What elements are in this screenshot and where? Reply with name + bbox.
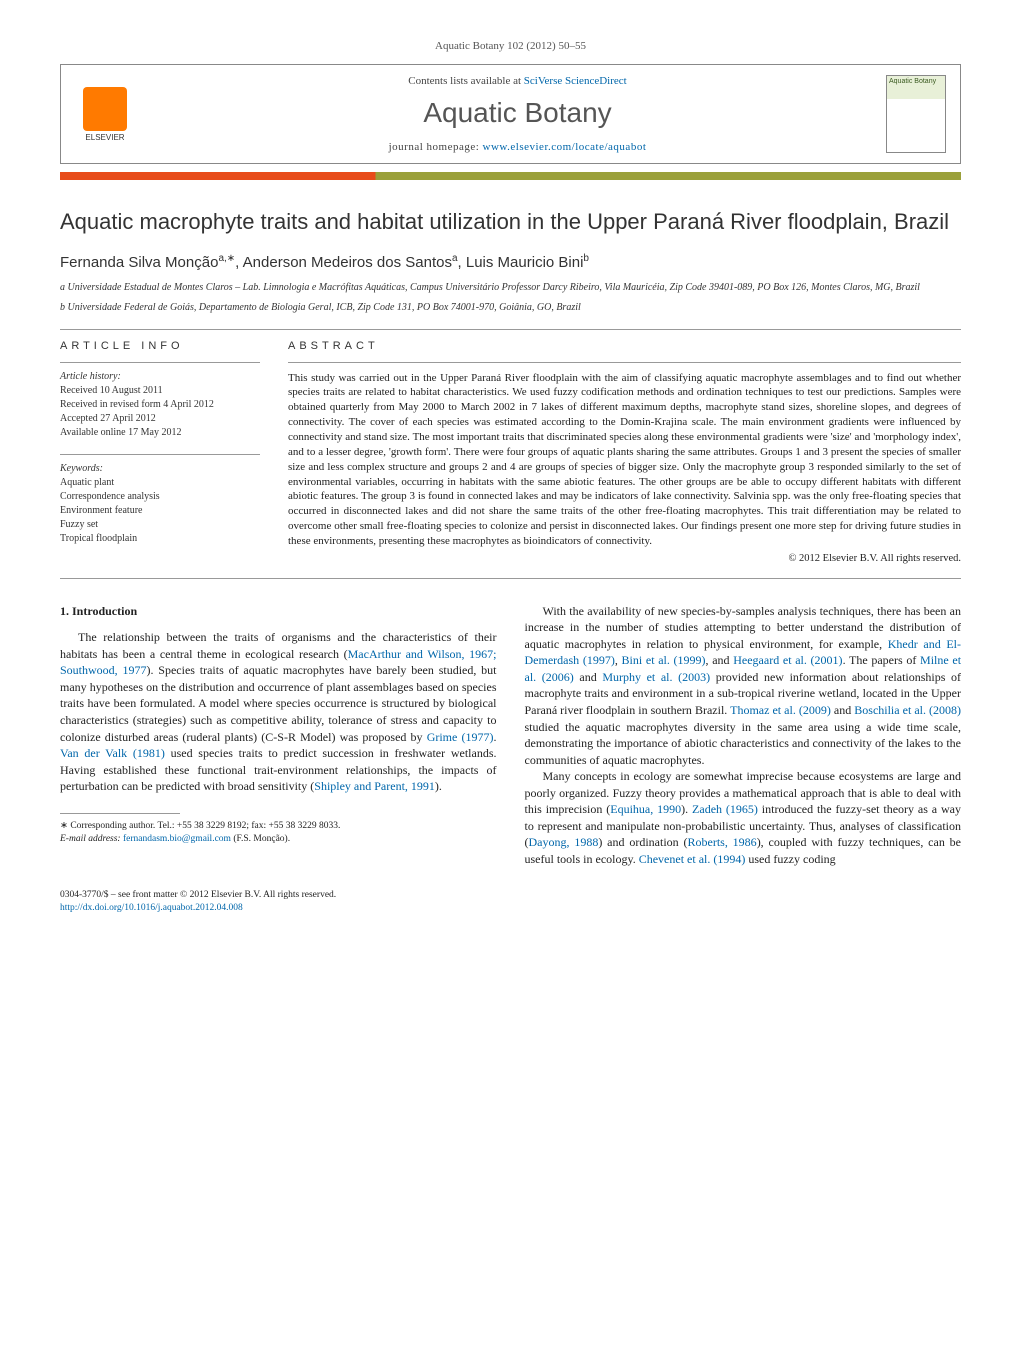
history-revised: Received in revised form 4 April 2012 [60,398,260,412]
keywords-label: Keywords: [60,463,260,474]
keyword-3: Fuzzy set [60,518,260,532]
page-footer: 0304-3770/$ – see front matter © 2012 El… [60,889,961,915]
authors-line: Fernanda Silva Monçãoa,∗, Anderson Medei… [60,253,961,271]
abstract-column: ABSTRACT This study was carried out in t… [288,340,961,564]
divider-bottom [60,578,961,579]
corresponding-author-note: ∗ Corresponding author. Tel.: +55 38 322… [60,820,497,833]
divider-top [60,329,961,330]
affiliation-b: b Universidade Federal de Goiás, Departa… [60,301,961,315]
abstract-heading: ABSTRACT [288,340,961,352]
contents-prefix: Contents lists available at [408,75,523,87]
body-right-column: With the availability of new species-by-… [525,603,962,868]
doi-link[interactable]: http://dx.doi.org/10.1016/j.aquabot.2012… [60,903,243,913]
article-info-column: ARTICLE INFO Article history: Received 1… [60,340,260,564]
keyword-2: Environment feature [60,504,260,518]
email-suffix: (F.S. Monção). [231,834,290,844]
history-label: Article history: [60,371,260,382]
journal-title: Aquatic Botany [149,97,886,129]
author-2-sup: a [452,253,458,264]
abstract-divider [288,362,961,363]
page-container: Aquatic Botany 102 (2012) 50–55 ELSEVIER… [0,0,1021,955]
article-info-heading: ARTICLE INFO [60,340,260,352]
email-line: E-mail address: fernandasm.bio@gmail.com… [60,833,497,846]
article-title: Aquatic macrophyte traits and habitat ut… [60,208,961,237]
keyword-0: Aquatic plant [60,476,260,490]
history-accepted: Accepted 27 April 2012 [60,412,260,426]
keyword-1: Correspondence analysis [60,490,260,504]
journal-cover-thumbnail: Aquatic Botany [886,75,946,153]
contents-link[interactable]: SciVerse ScienceDirect [524,75,627,87]
author-2: Anderson Medeiros dos Santos [243,254,452,271]
info-divider-2 [60,454,260,455]
right-para-1: Many concepts in ecology are somewhat im… [525,768,962,867]
author-1-sup: a,∗ [218,253,235,264]
author-3-sup: b [583,253,589,264]
abstract-copyright: © 2012 Elsevier B.V. All rights reserved… [288,553,961,564]
author-1: Fernanda Silva Monção [60,254,218,271]
history-online: Available online 17 May 2012 [60,426,260,440]
color-bar [60,172,961,180]
body-left-column: 1. Introduction The relationship between… [60,603,497,868]
keywords-block: Keywords: Aquatic plant Correspondence a… [60,463,260,546]
footer-copyright: 0304-3770/$ – see front matter © 2012 El… [60,889,961,902]
homepage-link[interactable]: www.elsevier.com/locate/aquabot [483,141,647,153]
elsevier-text: ELSEVIER [85,133,124,142]
homepage-prefix: journal homepage: [389,141,483,153]
footnote-divider [60,813,180,814]
abstract-text: This study was carried out in the Upper … [288,371,961,549]
journal-banner: ELSEVIER Contents lists available at Sci… [60,64,961,164]
body-columns: 1. Introduction The relationship between… [60,603,961,868]
banner-center: Contents lists available at SciVerse Sci… [149,75,886,153]
keyword-4: Tropical floodplain [60,532,260,546]
journal-homepage: journal homepage: www.elsevier.com/locat… [149,141,886,153]
affiliation-a: a Universidade Estadual de Montes Claros… [60,281,961,295]
contents-line: Contents lists available at SciVerse Sci… [149,75,886,87]
info-abstract-row: ARTICLE INFO Article history: Received 1… [60,340,961,564]
email-label: E-mail address: [60,834,123,844]
email-link[interactable]: fernandasm.bio@gmail.com [123,834,231,844]
left-para-0: The relationship between the traits of o… [60,629,497,794]
history-received: Received 10 August 2011 [60,384,260,398]
section-1-heading: 1. Introduction [60,603,497,620]
elsevier-tree-icon [83,87,127,131]
article-history-block: Article history: Received 10 August 2011… [60,371,260,440]
author-3: Luis Mauricio Bini [466,254,584,271]
header-citation: Aquatic Botany 102 (2012) 50–55 [60,40,961,52]
elsevier-logo: ELSEVIER [75,79,135,149]
right-para-0: With the availability of new species-by-… [525,603,962,768]
info-divider-1 [60,362,260,363]
